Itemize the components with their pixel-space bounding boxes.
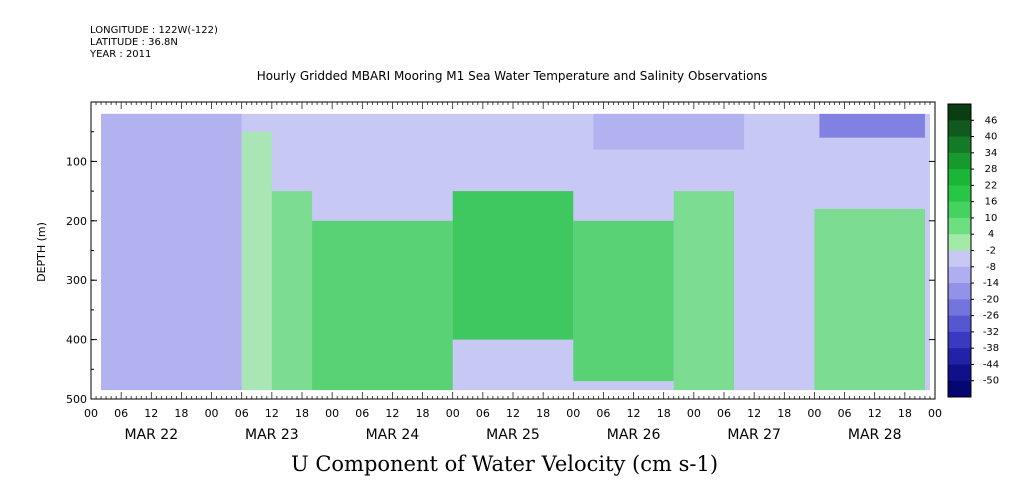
x-tick-label: 00 — [566, 407, 580, 420]
colorbar-swatch — [948, 250, 971, 268]
colorbar-swatch — [948, 364, 971, 382]
colorbar-swatch — [948, 120, 971, 138]
colorbar-swatch — [948, 152, 971, 170]
y-tick-label: 300 — [66, 274, 87, 287]
x-tick-label: 18 — [416, 407, 430, 420]
day-label: MAR 25 — [486, 427, 540, 443]
colorbar-label: 16 — [985, 197, 998, 208]
plot-area — [101, 113, 930, 391]
heatmap-region — [819, 113, 925, 138]
x-tick-label: 00 — [325, 407, 339, 420]
x-tick-label: 12 — [265, 407, 279, 420]
colorbar-label: 22 — [985, 180, 998, 191]
heatmap-region — [241, 131, 272, 391]
x-tick-label: 06 — [114, 407, 128, 420]
y-tick-label: 500 — [66, 393, 87, 406]
x-tick-label: 06 — [355, 407, 369, 420]
colorbar-swatch — [948, 331, 971, 349]
colorbar-swatch — [948, 348, 971, 365]
x-tick-label: 06 — [476, 407, 490, 420]
year-label: YEAR : 2011 — [90, 49, 152, 60]
colorbar-swatch — [948, 217, 971, 235]
heatmap-region — [101, 113, 242, 391]
heatmap-region — [573, 220, 674, 382]
x-tick-label: 12 — [144, 407, 158, 420]
colorbar: 46 40 34 28 22 16 10 4 -2 -8 -14 -20 -26 -32 -38 -44 -50 — [947, 103, 999, 398]
x-tick-label: 12 — [506, 407, 520, 420]
heatmap-region — [814, 208, 925, 391]
latitude-label: LATITUDE : 36.8N — [90, 37, 178, 48]
x-tick-label: 12 — [627, 407, 641, 420]
day-label: MAR 26 — [607, 427, 661, 443]
x-tick-label: 00 — [928, 407, 942, 420]
heatmap-region — [734, 191, 815, 391]
heatmap-region — [673, 191, 735, 391]
colorbar-swatch — [948, 234, 971, 251]
day-label: MAR 27 — [727, 427, 781, 443]
x-tick-label: 06 — [596, 407, 610, 420]
x-tick-label: 00 — [84, 407, 98, 420]
y-tick-label: 100 — [66, 155, 87, 168]
colorbar-label: 40 — [985, 132, 998, 143]
colorbar-label: -26 — [983, 311, 999, 322]
x-tick-label: 06 — [838, 407, 852, 420]
colorbar-swatch — [948, 266, 971, 284]
colorbar-label: 28 — [985, 164, 998, 175]
x-tick-label: 18 — [536, 407, 550, 420]
colorbar-label: -2 — [986, 246, 996, 257]
colorbar-swatch — [948, 283, 971, 300]
longitude-label: LONGITUDE : 122W(-122) — [90, 25, 218, 36]
colorbar-label: 10 — [985, 213, 998, 224]
colorbar-swatch — [948, 380, 971, 398]
x-tick-label: 18 — [657, 407, 671, 420]
colorbar-swatch — [948, 185, 971, 203]
x-tick-label: 06 — [235, 407, 249, 420]
chart-subtitle: U Component of Water Velocity (cm s-1) — [290, 452, 719, 476]
colorbar-label: -38 — [983, 343, 999, 354]
colorbar-label: -8 — [986, 262, 996, 273]
x-tick-label: 00 — [446, 407, 460, 420]
colorbar-swatch — [948, 315, 971, 333]
x-tick-label: 00 — [205, 407, 219, 420]
heatmap-region — [593, 113, 745, 150]
day-label: MAR 24 — [366, 427, 420, 443]
x-tick-label: 18 — [777, 407, 791, 420]
heatmap-region — [452, 191, 574, 340]
colorbar-swatch — [948, 201, 971, 219]
x-tick-label: 18 — [898, 407, 912, 420]
colorbar-label: -20 — [983, 294, 999, 305]
colorbar-label: 46 — [985, 115, 998, 126]
heatmap-region — [312, 220, 453, 391]
colorbar-swatch — [948, 136, 971, 154]
x-tick-label: 00 — [807, 407, 821, 420]
colorbar-label: 4 — [988, 229, 994, 240]
x-tick-label: 12 — [868, 407, 882, 420]
y-tick-label: 200 — [66, 215, 87, 228]
y-tick-label: 400 — [66, 334, 87, 347]
colorbar-swatch — [948, 299, 971, 317]
y-axis-label: DEPTH (m) — [35, 222, 48, 282]
colorbar-label: -32 — [983, 327, 999, 338]
x-tick-label: 18 — [174, 407, 188, 420]
day-label: MAR 22 — [124, 427, 178, 443]
day-label: MAR 28 — [848, 427, 902, 443]
colorbar-swatch — [948, 169, 971, 186]
day-label: MAR 23 — [245, 427, 299, 443]
colorbar-label: -14 — [983, 278, 999, 289]
colorbar-label: -50 — [983, 376, 999, 387]
x-tick-label: 12 — [385, 407, 399, 420]
colorbar-label: 34 — [985, 148, 998, 159]
heatmap-region — [271, 191, 313, 391]
x-tick-label: 12 — [747, 407, 761, 420]
x-tick-label: 18 — [295, 407, 309, 420]
x-tick-label: 00 — [687, 407, 701, 420]
colorbar-label: -44 — [983, 359, 999, 370]
chart-title: Hourly Gridded MBARI Mooring M1 Sea Wate… — [256, 69, 768, 83]
x-tick-label: 06 — [717, 407, 731, 420]
colorbar-swatch — [948, 104, 971, 121]
